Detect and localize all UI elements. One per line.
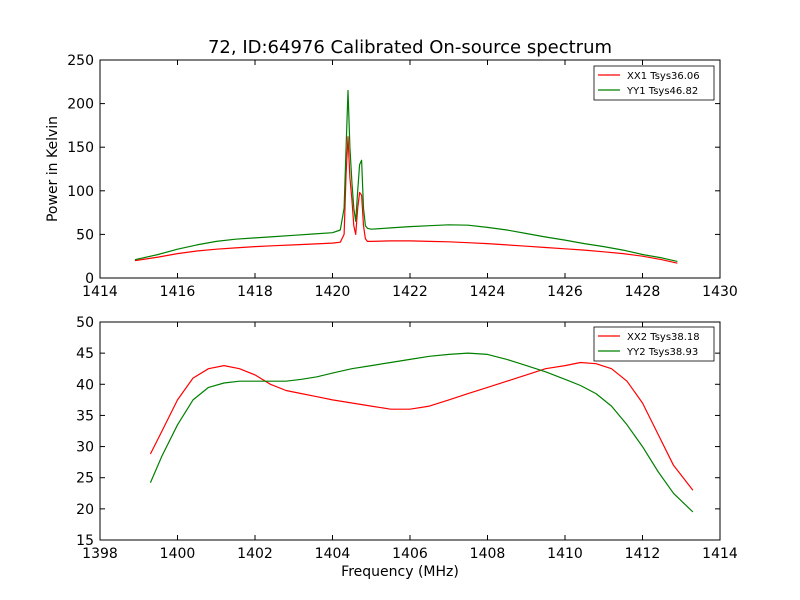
panel-1: 1414 1416 1418 1420 1422 1424 1426 1428 1430 0 50 1… — [45, 53, 738, 300]
x-tick-label: 1414 — [82, 284, 118, 300]
x-tick-label: 1414 — [702, 546, 738, 562]
x-tick-label: 1426 — [547, 284, 583, 300]
y-tick-label: 15 — [76, 533, 94, 549]
legend-label: YY2 Tsys38.93 — [626, 347, 698, 358]
figure-title: 72, ID:64976 Calibrated On-source spectr… — [208, 37, 612, 58]
y-tick-label: 50 — [76, 315, 94, 331]
x-tick-label: 1404 — [315, 546, 351, 562]
legend-1: XX1 Tsys36.06 YY1 Tsys46.82 — [593, 65, 715, 101]
y-tick-label: 20 — [76, 502, 94, 518]
x-tick-label: 1422 — [392, 284, 428, 300]
legend-box — [593, 326, 715, 362]
x-tick-label: 1412 — [625, 546, 661, 562]
x-tick-label: 1406 — [392, 546, 428, 562]
y-axis-label: Power in Kelvin — [45, 116, 61, 222]
y-tick-label: 0 — [85, 271, 94, 287]
legend-box — [593, 65, 715, 101]
y-tick-label: 30 — [76, 440, 94, 456]
legend-label: XX2 Tsys38.18 — [627, 332, 700, 343]
y-tick-label: 100 — [67, 184, 94, 200]
y-tick-label: 40 — [76, 377, 94, 393]
series-line-2-2 — [149, 352, 694, 513]
legend-2: XX2 Tsys38.18 YY2 Tsys38.93 — [593, 326, 715, 362]
y-tick-label: 50 — [76, 227, 94, 243]
legend-label: XX1 Tsys36.06 — [627, 71, 700, 82]
y-tick-label: 250 — [67, 53, 94, 69]
x-tick-label: 1408 — [470, 546, 506, 562]
series-line-1-1 — [134, 136, 678, 264]
x-tick-label: 1418 — [237, 284, 273, 300]
x-tick-label: 1410 — [547, 546, 583, 562]
x-axis-label: Frequency (MHz) — [341, 564, 459, 580]
legend-label: YY1 Tsys46.82 — [626, 86, 698, 97]
y-tick-label: 150 — [67, 140, 94, 156]
y-tick-label: 200 — [67, 97, 94, 113]
y-tick-label: 25 — [76, 471, 94, 487]
x-tick-label: 1428 — [625, 284, 661, 300]
x-tick-label: 1430 — [702, 284, 738, 300]
x-tick-label: 1424 — [470, 284, 506, 300]
y-tick-label: 35 — [76, 408, 94, 424]
y-tick-label: 45 — [76, 346, 94, 362]
x-tick-label: 1400 — [160, 546, 196, 562]
x-tick-label: 1402 — [237, 546, 273, 562]
series-line-1-2 — [134, 89, 678, 262]
panel-2: 1398 1400 1402 1404 1406 1408 1410 1412 1414 15 20… — [76, 315, 738, 580]
x-tick-label: 1416 — [160, 284, 196, 300]
x-tick-label: 1398 — [82, 546, 118, 562]
x-tick-label: 1420 — [315, 284, 351, 300]
series-line-2-1 — [149, 361, 694, 491]
